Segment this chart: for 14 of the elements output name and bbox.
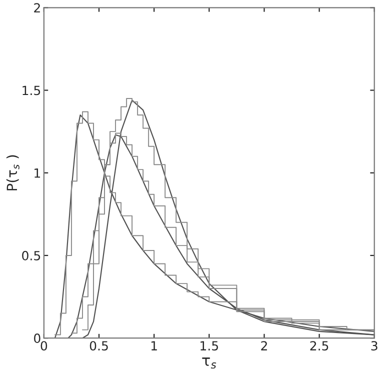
x-tick-label: 2: [261, 341, 267, 350]
y-tick-label: 1: [34, 168, 40, 178]
x-tick-label: 2.5: [310, 341, 328, 351]
x-tick-label: 0: [40, 341, 48, 351]
y-tick-label: 0.5: [22, 250, 40, 260]
x-tick-label: 3: [371, 341, 378, 351]
x-tick-label: 1.5: [200, 341, 218, 351]
y-tick-label: 2: [34, 3, 40, 12]
y-axis-title: P(τ$_{s}$ ): [6, 155, 20, 190]
x-tick-label: 1: [151, 341, 157, 350]
x-axis-title: τ$_{s}$: [202, 358, 216, 369]
x-tick-label: 0.5: [90, 341, 108, 351]
y-tick-label: 0: [34, 334, 40, 343]
y-tick-label: 1.5: [22, 86, 40, 96]
